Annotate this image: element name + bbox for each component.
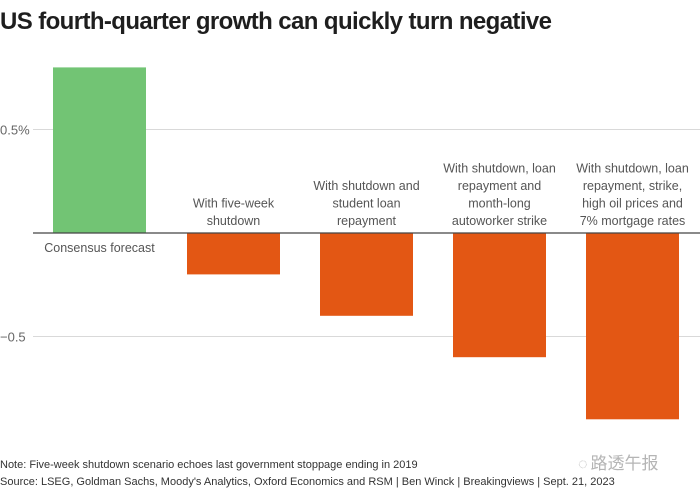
wechat-icon: ◌ — [578, 456, 588, 473]
category-label: repayment and — [458, 179, 541, 193]
watermark: ◌ 路透午报 — [578, 449, 659, 474]
category-label: high oil prices and — [582, 197, 683, 211]
y-tick-label: −0.5 — [0, 330, 26, 345]
bars — [53, 67, 679, 420]
category-label: Consensus forecast — [44, 241, 155, 255]
category-label: shutdown — [207, 214, 261, 228]
bar — [320, 233, 413, 316]
category-label: 7% mortgage rates — [580, 214, 686, 228]
category-label: autoworker strike — [452, 214, 547, 228]
bar — [453, 233, 546, 358]
bar — [187, 233, 280, 275]
category-label: With shutdown, loan — [576, 162, 689, 176]
category-label: repayment — [337, 214, 397, 228]
chart-source: Source: LSEG, Goldman Sachs, Moody's Ana… — [0, 476, 615, 488]
bar — [53, 67, 146, 234]
category-label: month-long — [468, 197, 531, 211]
bar — [586, 233, 679, 420]
category-label: With shutdown, loan — [443, 162, 556, 176]
category-label: With shutdown and — [313, 179, 419, 193]
chart-title: US fourth-quarter growth can quickly tur… — [0, 8, 552, 35]
y-tick-label: 0.5% — [0, 123, 30, 138]
watermark-text: 路透午报 — [590, 454, 659, 473]
category-label: student loan — [332, 197, 400, 211]
category-labels: Consensus forecast With five-week shutdown… — [44, 162, 689, 256]
category-label: repayment, strike, — [583, 179, 682, 193]
chart-note: Note: Five-week shutdown scenario echoes… — [0, 459, 418, 471]
category-label: With five-week — [193, 197, 275, 211]
